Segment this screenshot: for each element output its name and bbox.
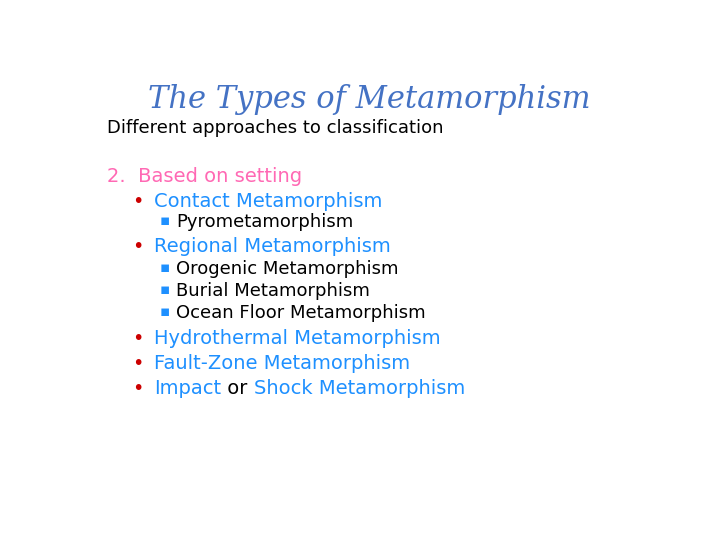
Text: •: •: [132, 354, 143, 373]
Text: Orogenic Metamorphism: Orogenic Metamorphism: [176, 260, 399, 278]
Text: ▪: ▪: [160, 304, 170, 319]
Text: Ocean Floor Metamorphism: Ocean Floor Metamorphism: [176, 304, 426, 322]
Text: Contact Metamorphism: Contact Metamorphism: [154, 192, 382, 211]
Text: 2.  Based on setting: 2. Based on setting: [107, 167, 302, 186]
Text: Impact: Impact: [154, 379, 221, 398]
Text: ▪: ▪: [160, 282, 170, 297]
Text: Hydrothermal Metamorphism: Hydrothermal Metamorphism: [154, 329, 441, 348]
Text: ▪: ▪: [160, 260, 170, 275]
Text: •: •: [132, 237, 143, 255]
Text: Regional Metamorphism: Regional Metamorphism: [154, 237, 391, 255]
Text: or: or: [221, 379, 254, 398]
Text: •: •: [132, 379, 143, 398]
Text: The Types of Metamorphism: The Types of Metamorphism: [148, 84, 590, 114]
Text: •: •: [132, 192, 143, 211]
Text: •: •: [132, 329, 143, 348]
Text: Shock Metamorphism: Shock Metamorphism: [254, 379, 465, 398]
Text: Pyrometamorphism: Pyrometamorphism: [176, 213, 354, 231]
Text: Fault-Zone Metamorphism: Fault-Zone Metamorphism: [154, 354, 410, 373]
Text: ▪: ▪: [160, 213, 170, 228]
Text: Burial Metamorphism: Burial Metamorphism: [176, 282, 370, 300]
Text: Different approaches to classification: Different approaches to classification: [107, 119, 444, 137]
